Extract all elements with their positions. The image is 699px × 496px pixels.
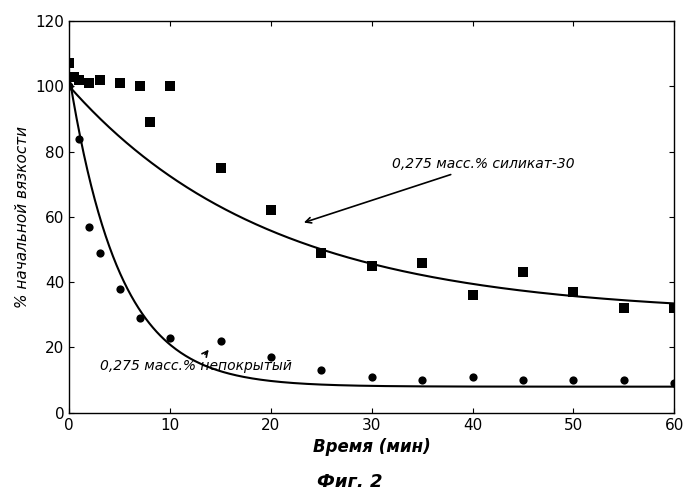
Point: [94, 76, 105, 84]
Point: [568, 288, 579, 296]
Text: Фиг. 2: Фиг. 2: [317, 473, 382, 491]
Point: [266, 353, 277, 361]
Point: [266, 206, 277, 214]
Point: [164, 82, 175, 90]
Point: [517, 268, 528, 276]
Point: [94, 249, 105, 257]
Point: [215, 164, 226, 172]
Point: [467, 373, 478, 381]
Text: 0,275 масс.% непокрытый: 0,275 масс.% непокрытый: [99, 351, 291, 373]
Point: [69, 72, 80, 80]
Point: [619, 305, 630, 312]
Point: [366, 262, 377, 270]
Point: [84, 223, 95, 231]
Point: [74, 134, 85, 142]
Point: [417, 258, 428, 266]
Point: [69, 72, 80, 80]
Point: [417, 376, 428, 384]
Point: [517, 376, 528, 384]
Point: [145, 118, 156, 126]
Point: [568, 376, 579, 384]
Point: [114, 79, 125, 87]
Point: [366, 373, 377, 381]
Point: [134, 82, 145, 90]
Point: [164, 334, 175, 342]
Point: [114, 285, 125, 293]
Point: [467, 291, 478, 299]
Point: [64, 82, 75, 90]
Point: [619, 376, 630, 384]
Point: [316, 249, 327, 257]
Text: 0,275 масс.% силикат-30: 0,275 масс.% силикат-30: [305, 157, 575, 223]
Point: [669, 305, 680, 312]
Y-axis label: % начальной вязкости: % начальной вязкости: [15, 126, 30, 308]
Point: [316, 367, 327, 374]
Point: [74, 76, 85, 84]
Point: [215, 337, 226, 345]
Point: [64, 60, 75, 67]
X-axis label: Время (мин): Время (мин): [313, 438, 431, 456]
Point: [84, 79, 95, 87]
Point: [669, 379, 680, 387]
Point: [134, 314, 145, 322]
